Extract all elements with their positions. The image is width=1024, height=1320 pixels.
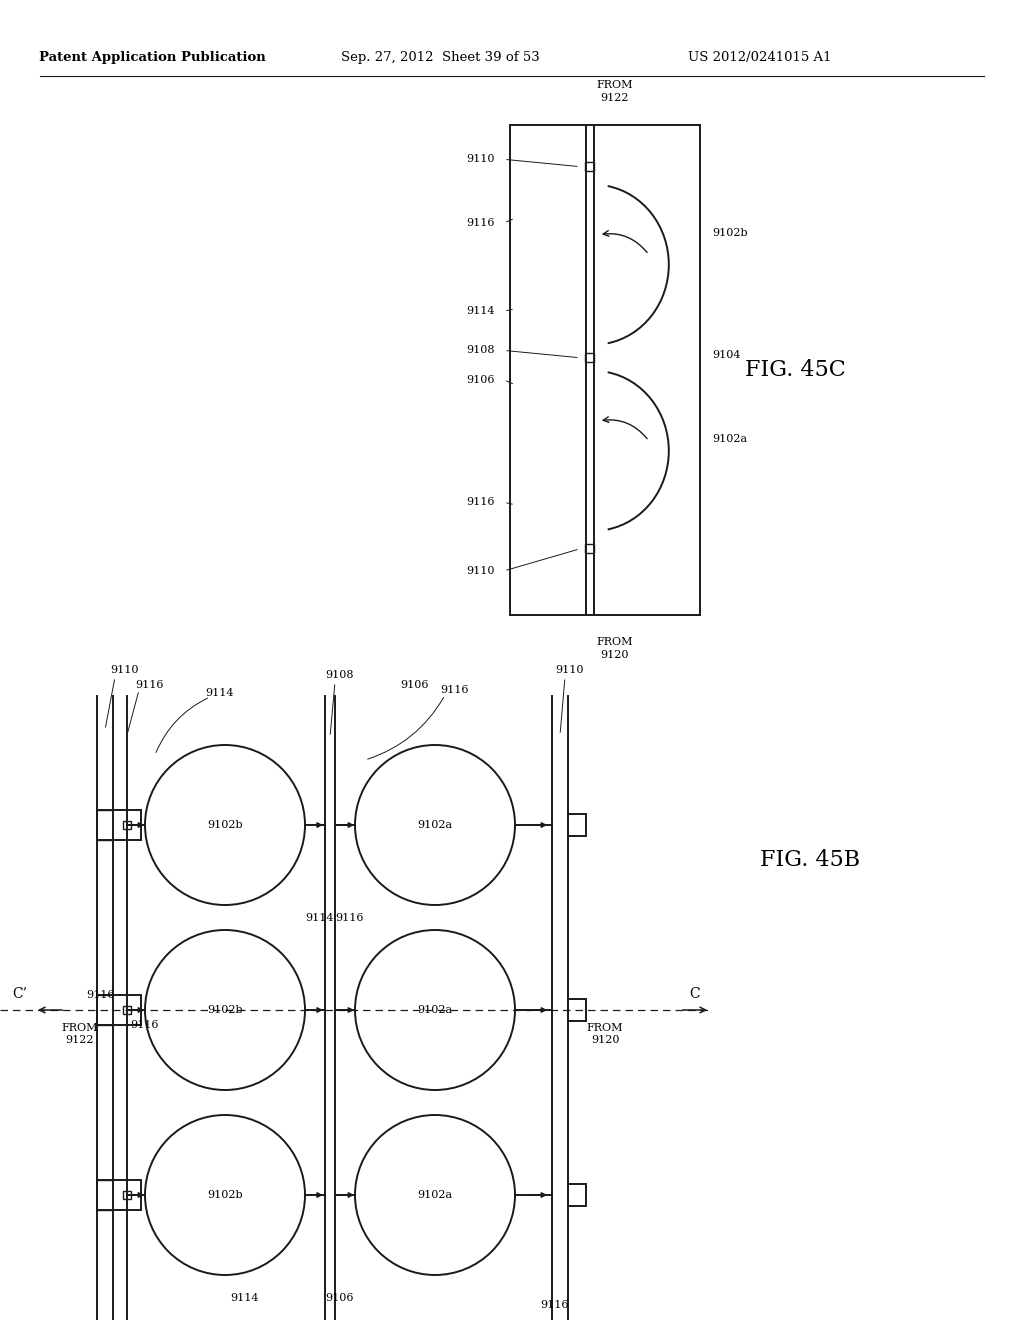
Text: 9102a: 9102a: [418, 820, 453, 830]
Text: 9108: 9108: [467, 346, 495, 355]
Text: 9120: 9120: [591, 1035, 620, 1045]
Text: C: C: [690, 987, 700, 1001]
Bar: [568, 999, 586, 1020]
Text: 9102a: 9102a: [712, 433, 748, 444]
Bar: [568, 814, 586, 836]
Text: 9114: 9114: [230, 1294, 258, 1303]
Text: 9120: 9120: [600, 649, 629, 660]
Text: FIG. 45B: FIG. 45B: [760, 849, 860, 871]
Text: FROM: FROM: [596, 81, 633, 90]
Text: 9102a: 9102a: [418, 1191, 453, 1200]
Text: 9116: 9116: [467, 218, 495, 228]
Text: FROM: FROM: [587, 1023, 624, 1034]
Text: Patent Application Publication: Patent Application Publication: [39, 50, 265, 63]
Text: 9110: 9110: [555, 665, 584, 675]
Text: FROM: FROM: [61, 1023, 98, 1034]
Text: 9116: 9116: [86, 990, 115, 1001]
Text: 9108: 9108: [325, 671, 353, 680]
Text: 9106: 9106: [325, 1294, 353, 1303]
Text: 9116: 9116: [440, 685, 469, 696]
Text: 9116: 9116: [130, 1020, 159, 1030]
Text: 9114: 9114: [205, 688, 233, 698]
Text: 9116: 9116: [335, 913, 364, 923]
Text: 9110: 9110: [467, 154, 495, 164]
Bar: [568, 1184, 586, 1206]
Text: US 2012/0241015 A1: US 2012/0241015 A1: [688, 50, 831, 63]
Text: FROM: FROM: [596, 638, 633, 647]
Text: 9106: 9106: [467, 375, 495, 385]
Text: 9122: 9122: [600, 92, 629, 103]
Bar: [123, 1191, 131, 1199]
Text: 9116: 9116: [135, 680, 164, 690]
Bar: [97, 810, 141, 840]
Bar: [510, 125, 700, 615]
Text: FIG. 45C: FIG. 45C: [744, 359, 846, 381]
Text: 9102b: 9102b: [712, 228, 748, 238]
Text: 9102b: 9102b: [207, 1005, 243, 1015]
Bar: [123, 821, 131, 829]
Bar: [97, 1180, 141, 1210]
Text: 9116: 9116: [540, 1300, 568, 1309]
Text: Sep. 27, 2012  Sheet 39 of 53: Sep. 27, 2012 Sheet 39 of 53: [341, 50, 540, 63]
Text: 9114: 9114: [467, 306, 495, 317]
Text: 9110: 9110: [467, 566, 495, 576]
Text: 9110: 9110: [110, 665, 138, 675]
Text: 9114: 9114: [305, 913, 334, 923]
Bar: [586, 162, 594, 172]
Text: 9102a: 9102a: [418, 1005, 453, 1015]
Text: 9122: 9122: [66, 1035, 94, 1045]
Bar: [586, 354, 594, 362]
Bar: [586, 544, 594, 553]
Bar: [123, 1006, 131, 1014]
Text: 9102b: 9102b: [207, 820, 243, 830]
Text: 9106: 9106: [400, 680, 428, 690]
Text: C’: C’: [12, 987, 28, 1001]
Text: 9102b: 9102b: [207, 1191, 243, 1200]
Text: 9104: 9104: [712, 350, 740, 360]
Text: 9116: 9116: [467, 498, 495, 507]
Bar: [97, 995, 141, 1026]
